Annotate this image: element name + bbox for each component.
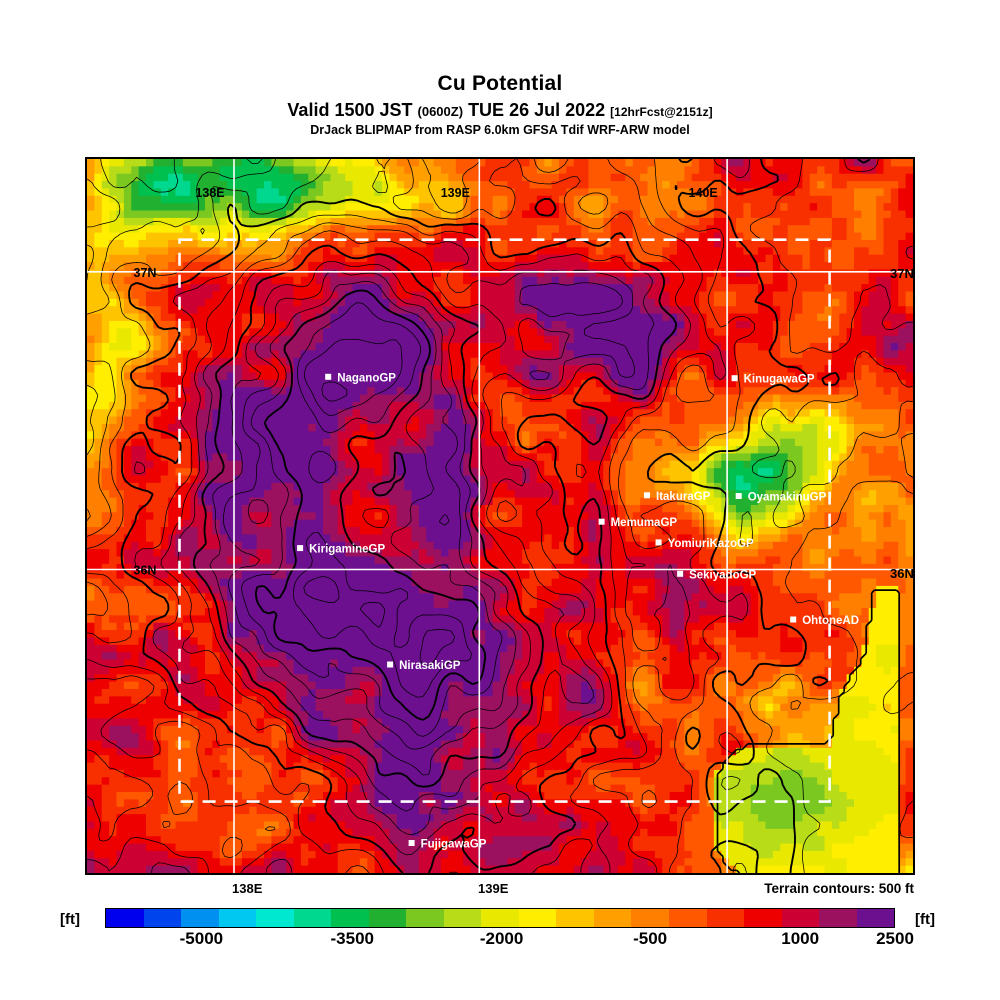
colorbar-swatch-8 [406,909,444,927]
axis-label-lat-36N-right: 36N [890,566,914,581]
forecast-map[interactable]: 138E 139E 140E 37N 36N NaganoGP KirigamineGP N… [85,157,915,875]
map-lon-label-138E: 138E [195,186,224,200]
forecast-tag: [12hrFcst@2151z] [610,105,713,120]
colorbar-swatch-12 [556,909,594,927]
colorbar-swatch-0 [106,909,144,927]
map-lon-label-139E: 139E [441,186,470,200]
colorbar-swatch-15 [668,909,707,927]
axis-label-lon-138E: 138E [232,881,263,896]
colorbar-swatch-6 [331,909,369,927]
axis-label-lat-37N-right: 37N [890,266,914,281]
map-lat-label-37N: 37N [134,266,157,280]
colorbar-tick-2500: 2500 [876,929,914,948]
colorbar-tick--500: -500 [633,929,668,948]
valid-date: TUE 26 Jul 2022 [468,100,606,121]
colorbar-tick--2000: -2000 [479,929,524,948]
colorbar-unit-left: [ft] [60,911,80,928]
colorbar-swatch-1 [143,909,182,927]
model-subtitle: DrJack BLIPMAP from RASP 6.0km GFSA Tdif… [310,123,690,138]
map-lon-label-140E: 140E [689,186,718,200]
colorbar-legend: [ft] [ft] -5000 -3500 -2000 -500 1000 2500 [0,903,1000,963]
colorbar-swatch-16 [706,909,745,927]
colorbar-tick-1000: 1000 [781,929,820,948]
colorbar-swatch-13 [593,909,632,927]
terrain-contour-note: Terrain contours: 500 ft [764,881,914,896]
title-block: Cu Potential Valid 1500 JST (0600Z) TUE … [0,72,1000,137]
colorbar-swatch-11 [518,909,557,927]
valid-time-line: Valid 1500 JST (0600Z) TUE 26 Jul 2022 [… [0,98,1000,122]
colorbar-swatch-17 [744,909,782,927]
colorbar-swatch-14 [631,909,669,927]
colorbar-swatch-19 [819,909,857,927]
colorbar-tick--3500: -3500 [330,929,375,948]
colorbar-swatches [105,908,895,928]
colorbar-swatch-9 [443,909,482,927]
colorbar-swatch-18 [781,909,820,927]
colorbar-swatch-4 [256,909,294,927]
colorbar-tick-labels: -5000 -3500 -2000 -500 1000 2500 [105,929,914,953]
colorbar-swatch-10 [481,909,519,927]
axis-label-lon-139E: 139E [478,881,509,896]
colorbar-swatch-3 [218,909,257,927]
valid-prefix: Valid 1500 JST [287,100,413,121]
page-title: Cu Potential [437,72,563,95]
colorbar-tick--5000: -5000 [179,929,224,948]
colorbar-swatch-2 [181,909,219,927]
colorbar-swatch-7 [368,909,407,927]
valid-utc: (0600Z) [417,104,464,120]
colorbar-swatch-5 [293,909,332,927]
colorbar-swatch-20 [856,909,895,927]
map-lat-label-36N: 36N [134,564,157,578]
colorbar-unit-right: [ft] [915,911,935,928]
